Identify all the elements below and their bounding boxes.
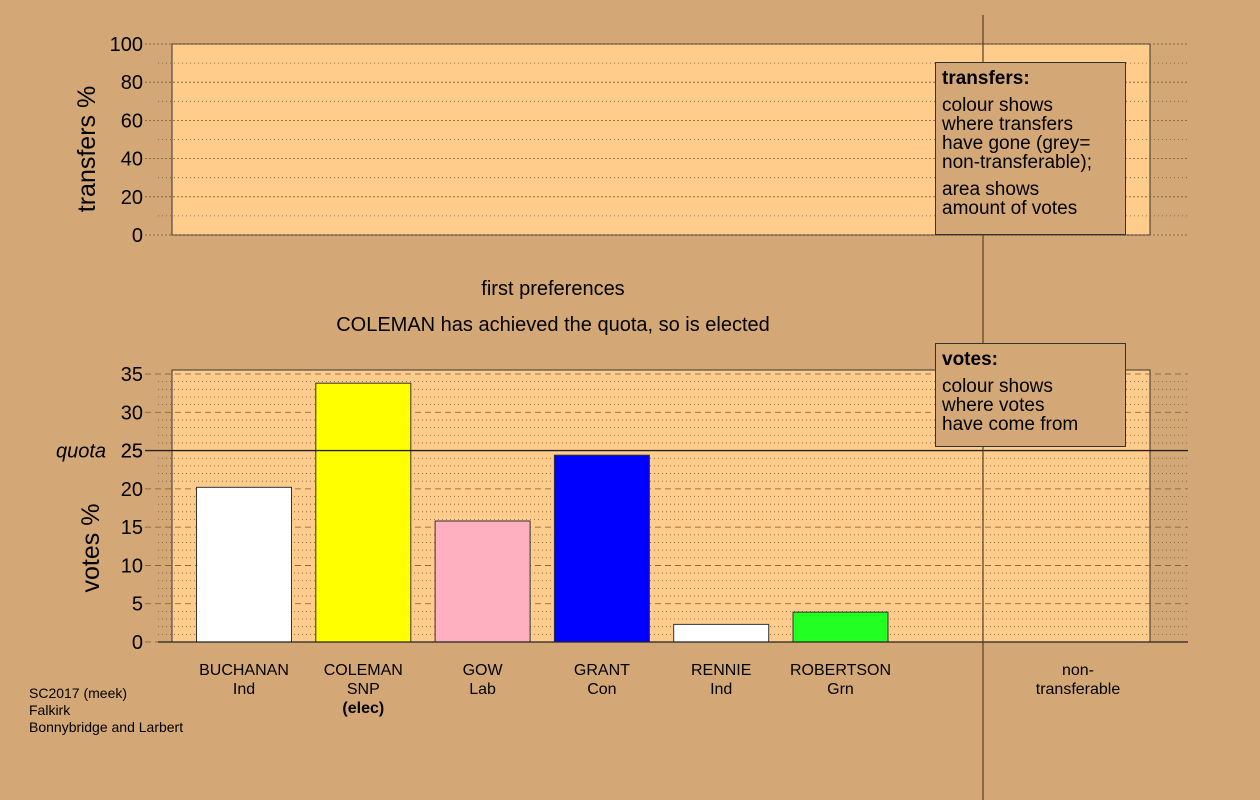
votes-legend-line: colour shows	[942, 376, 1053, 397]
candidate-party-label: Ind	[233, 681, 255, 698]
vote-bar	[673, 623, 770, 643]
transfers-y-tick-label: 0	[132, 225, 143, 247]
candidate-party-label: Grn	[827, 681, 854, 698]
vote-bar	[792, 611, 889, 643]
council-name: Falkirk	[29, 702, 71, 718]
vote-bar	[196, 486, 292, 643]
candidate-party-label: Con	[587, 681, 616, 698]
candidate-party-label: SNP	[347, 681, 380, 698]
votes-y-tick-label: 20	[121, 479, 143, 501]
transfers-legend-line: colour shows	[942, 95, 1053, 116]
transfers-y-tick-label: 100	[110, 34, 143, 56]
vote-bar	[315, 382, 412, 643]
candidate-name-label: GRANT	[574, 662, 630, 679]
votes-y-tick-label: 35	[121, 364, 143, 386]
candidate-name-label: BUCHANAN	[199, 662, 289, 679]
transfers-legend-line: non-transferable);	[942, 152, 1092, 173]
transfers-legend-line: have gone (grey=	[942, 133, 1091, 154]
votes-legend: votes: colour shows where votes have com…	[935, 343, 1126, 447]
transfers-y-tick-label: 40	[121, 149, 143, 171]
transfers-legend-title: transfers:	[942, 68, 1030, 89]
candidate-name-label: ROBERTSON	[790, 662, 891, 679]
non-transferable-label: transferable	[1036, 681, 1121, 698]
votes-y-axis-label: votes %	[77, 504, 105, 593]
vote-bar	[553, 454, 650, 643]
transfers-legend-line: where transfers	[942, 114, 1073, 135]
votes-legend-title: votes:	[942, 349, 998, 370]
votes-y-tick-label: 0	[132, 632, 143, 654]
votes-y-tick-label: 30	[121, 402, 143, 424]
candidate-status-label: (elec)	[342, 700, 384, 717]
quota-label: quota	[56, 441, 106, 463]
transfers-legend-line: area shows	[942, 179, 1040, 200]
transfers-y-tick-label: 80	[121, 72, 143, 94]
votes-y-tick-label: 15	[121, 517, 143, 539]
vote-bar	[434, 520, 531, 643]
votes-legend-line: where votes	[942, 395, 1045, 416]
candidate-party-label: Lab	[469, 681, 496, 698]
votes-y-tick-label: 5	[132, 594, 143, 616]
transfers-y-tick-label: 60	[121, 110, 143, 132]
transfers-y-axis-label: transfers %	[73, 86, 101, 212]
non-transferable-label: non-	[1062, 662, 1094, 679]
transfers-y-tick-label: 20	[121, 187, 143, 209]
transfers-legend: transfers: colour shows where transfers …	[935, 62, 1126, 235]
transfers-legend-line: amount of votes	[942, 198, 1078, 219]
election-footer: SC2017 (meek) Falkirk Bonnybridge and La…	[29, 685, 183, 736]
election-name: SC2017 (meek)	[29, 685, 128, 701]
ward-name: Bonnybridge and Larbert	[29, 719, 184, 735]
votes-y-tick-label: 25	[121, 441, 143, 463]
chart-title: first preferences	[481, 278, 624, 300]
candidate-party-label: Ind	[710, 681, 732, 698]
chart-subtitle: COLEMAN has achieved the quota, so is el…	[336, 314, 770, 336]
votes-y-tick-label: 10	[121, 555, 143, 577]
candidate-name-label: RENNIE	[691, 662, 751, 679]
candidate-name-label: GOW	[463, 662, 504, 679]
candidate-name-label: COLEMAN	[324, 662, 403, 679]
quota-tick-label: 25	[121, 441, 143, 463]
votes-legend-line: have come from	[942, 414, 1079, 435]
